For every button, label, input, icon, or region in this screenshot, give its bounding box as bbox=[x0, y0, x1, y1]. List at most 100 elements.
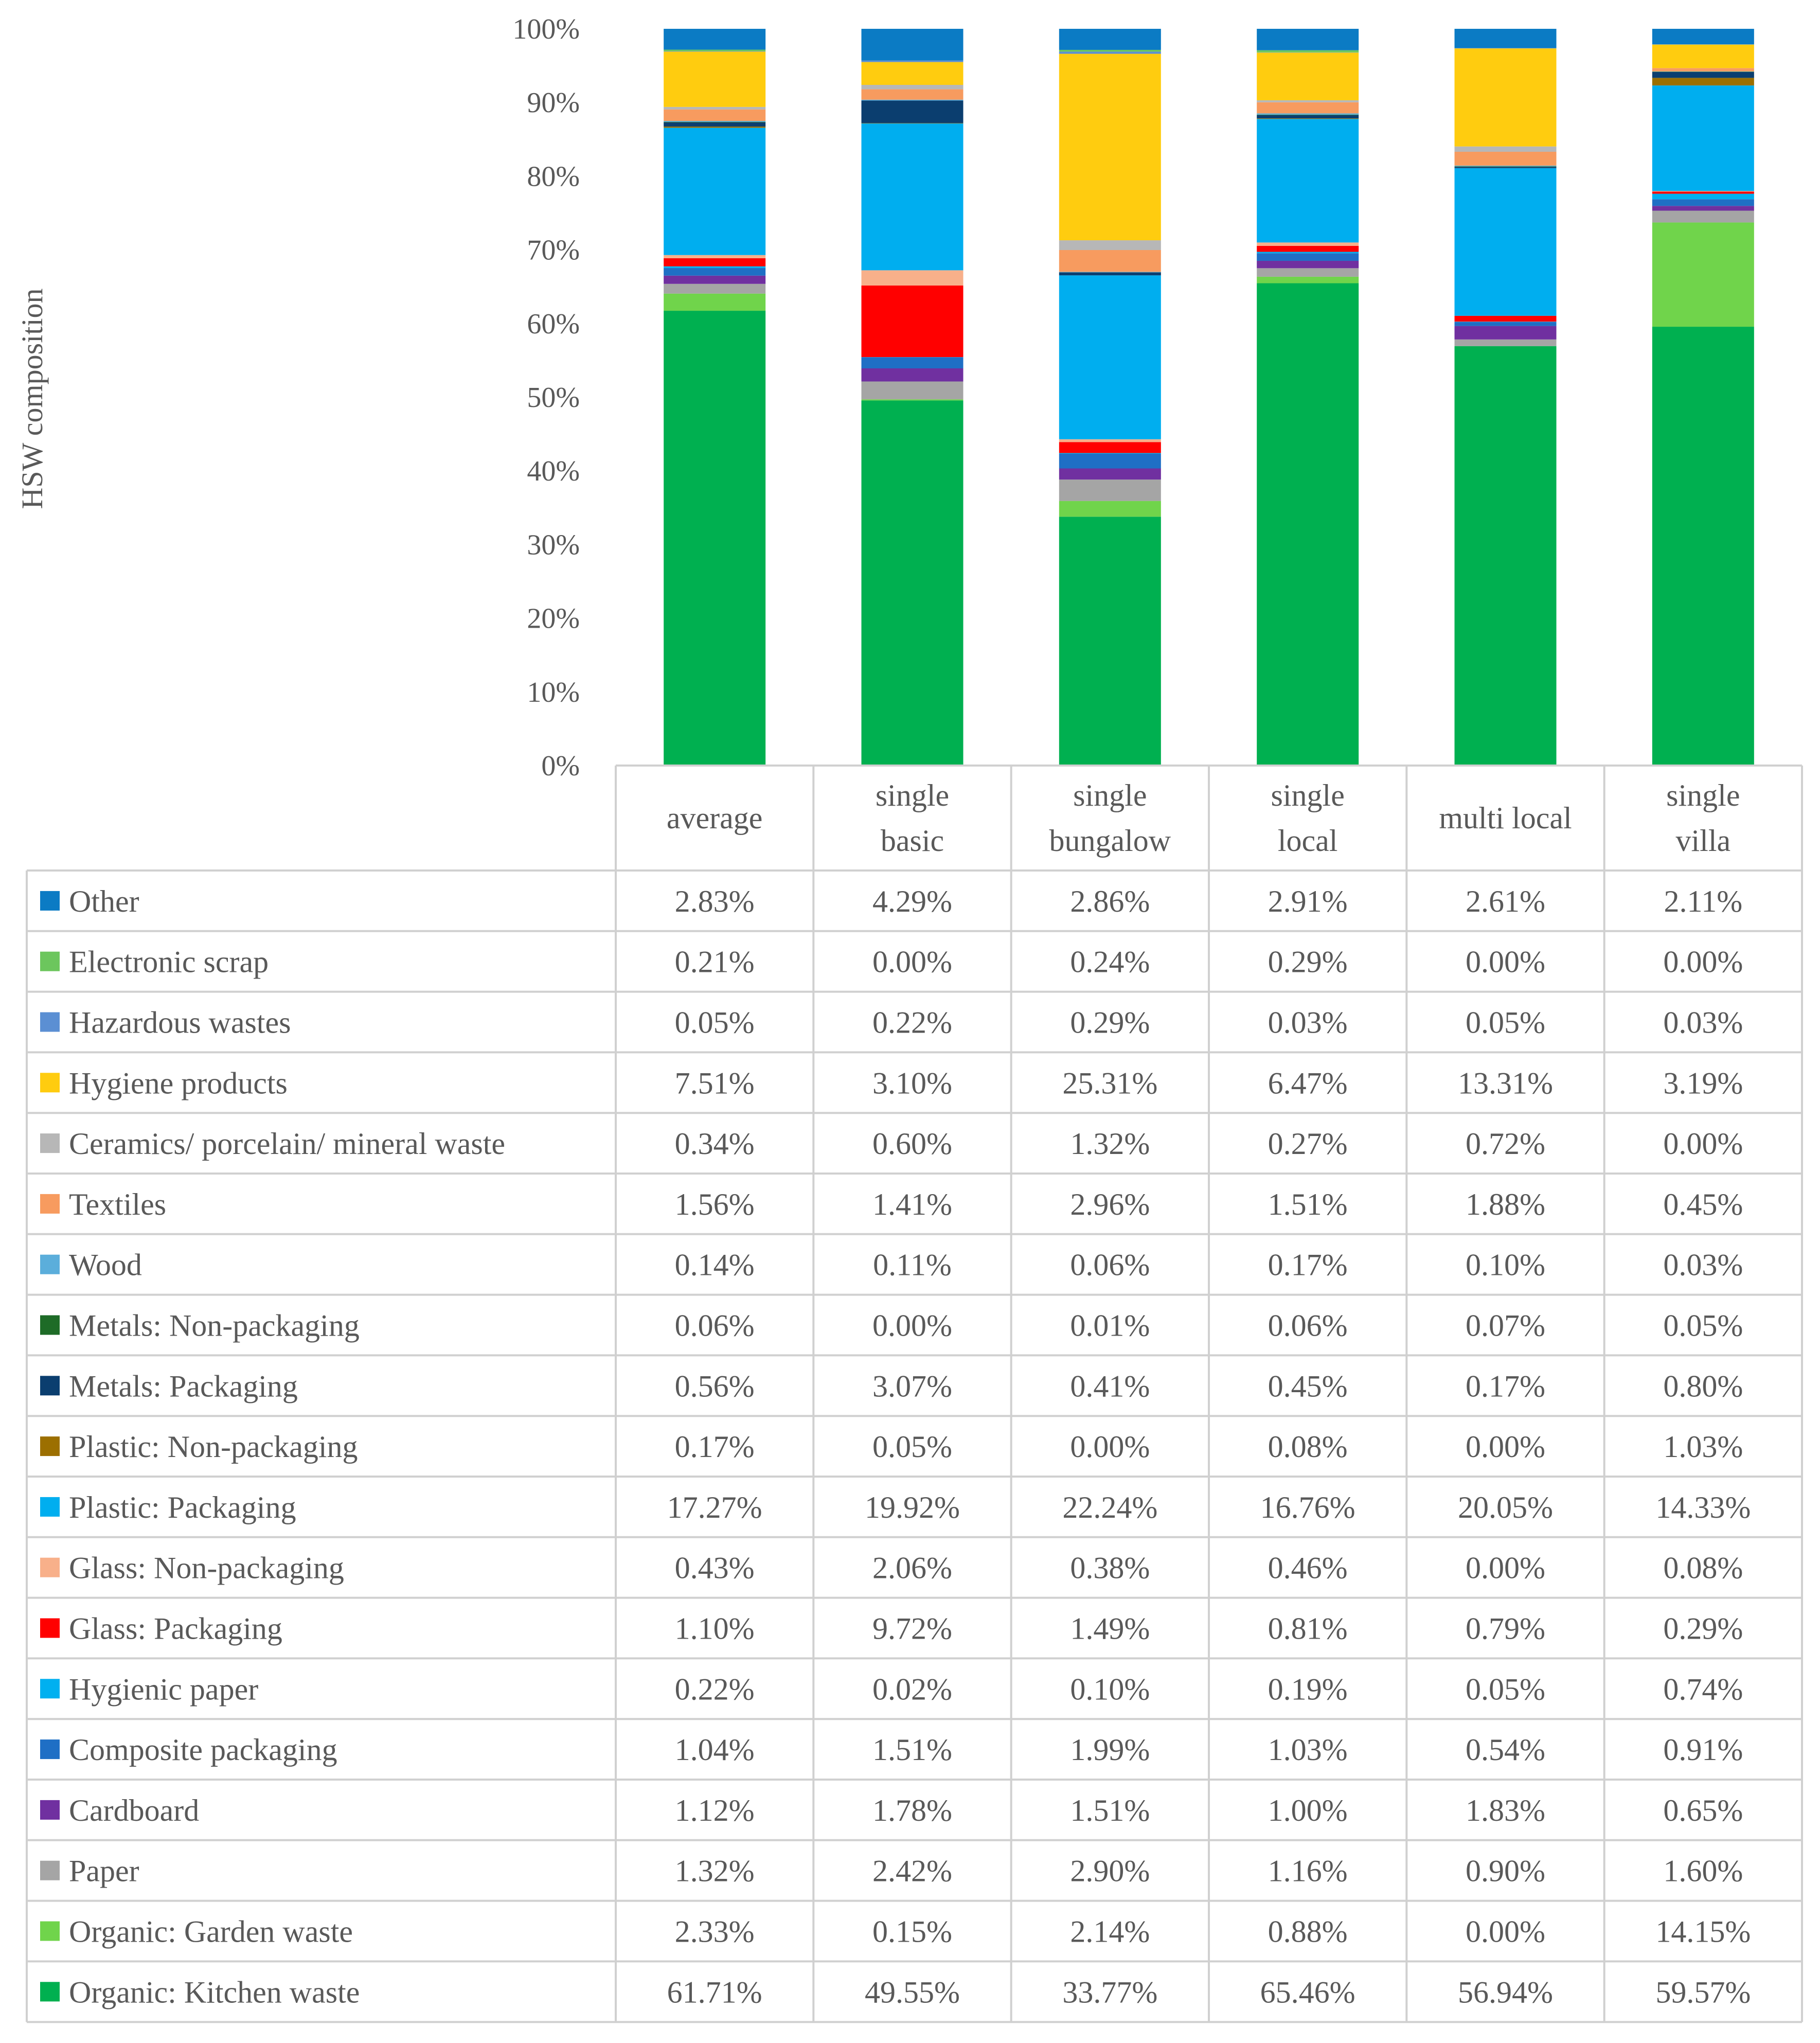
data-label: 0.22% bbox=[872, 1006, 952, 1040]
bar-segment-organic-kitchen-waste-single-basic bbox=[861, 400, 963, 766]
data-label: 1.88% bbox=[1466, 1187, 1545, 1221]
row-label: Metals: Packaging bbox=[69, 1369, 298, 1403]
legend-swatch-hazardous-wastes bbox=[40, 1012, 60, 1032]
data-label: 0.22% bbox=[675, 1672, 755, 1706]
data-label: 1.41% bbox=[872, 1187, 952, 1221]
bar-segment-other-multi-local bbox=[1454, 29, 1557, 48]
bar-segment-hygiene-products-average bbox=[664, 51, 766, 107]
column-header-single-bungalow: single bbox=[1073, 778, 1147, 812]
bar-segment-wood-single-basic bbox=[861, 99, 963, 101]
bar-segment-textiles-single-bungalow bbox=[1059, 250, 1161, 272]
data-label: 17.27% bbox=[667, 1490, 762, 1524]
y-tick-label: 10% bbox=[527, 677, 580, 708]
data-label: 0.00% bbox=[872, 1309, 952, 1343]
bar-segment-textiles-single-basic bbox=[861, 89, 963, 100]
data-label: 0.01% bbox=[1070, 1309, 1150, 1343]
bar-segment-other-single-local bbox=[1257, 29, 1359, 50]
data-label: 14.15% bbox=[1655, 1915, 1751, 1949]
row-label: Textiles bbox=[69, 1187, 166, 1221]
bar-segment-metals-packaging-single-local bbox=[1257, 115, 1359, 119]
data-label: 0.72% bbox=[1466, 1127, 1545, 1161]
bar-segment-hygienic-paper-average bbox=[664, 266, 766, 268]
data-table-rows: Other 2.83% 4.29% 2.86% 2.91% 2.61% 2.11% Elect… bbox=[40, 884, 1751, 2009]
legend-swatch-metals-non-packaging bbox=[40, 1315, 60, 1335]
data-label: 0.06% bbox=[675, 1309, 755, 1343]
bar-segment-hygienic-paper-single-local bbox=[1257, 252, 1359, 254]
column-header-single-local: single bbox=[1271, 778, 1345, 812]
bar-segment-composite-packaging-single-villa bbox=[1652, 199, 1754, 206]
data-label: 1.04% bbox=[675, 1733, 755, 1767]
data-label: 0.15% bbox=[872, 1915, 952, 1949]
y-tick-label: 90% bbox=[527, 87, 580, 119]
data-label: 0.10% bbox=[1466, 1248, 1545, 1282]
data-label: 2.90% bbox=[1070, 1854, 1150, 1888]
bar-segment-plastic-packaging-single-villa bbox=[1652, 85, 1754, 191]
bar-segment-ceramics-porcelain-mineral-waste-multi-local bbox=[1454, 146, 1557, 152]
bar-segment-paper-single-bungalow bbox=[1059, 479, 1161, 501]
legend-swatch-textiles bbox=[40, 1194, 60, 1214]
y-tick-label: 80% bbox=[527, 161, 580, 192]
data-label: 0.79% bbox=[1466, 1612, 1545, 1646]
y-tick-label: 60% bbox=[527, 308, 580, 340]
data-label: 0.00% bbox=[1466, 1430, 1545, 1464]
bar-segment-composite-packaging-single-bungalow bbox=[1059, 453, 1161, 469]
row-label: Cardboard bbox=[69, 1793, 199, 1827]
bar-segment-organic-kitchen-waste-multi-local bbox=[1454, 346, 1557, 766]
bar-segment-composite-packaging-single-basic bbox=[861, 357, 963, 368]
data-label: 1.03% bbox=[1663, 1430, 1743, 1464]
data-label: 0.03% bbox=[1663, 1248, 1743, 1282]
bar-segment-organic-garden-waste-single-villa bbox=[1652, 222, 1754, 327]
data-label: 0.21% bbox=[675, 945, 755, 979]
bar-segment-ceramics-porcelain-mineral-waste-average bbox=[664, 106, 766, 110]
legend-swatch-wood bbox=[40, 1254, 60, 1274]
bar-segment-organic-kitchen-waste-single-bungalow bbox=[1059, 517, 1161, 766]
data-label: 1.32% bbox=[675, 1854, 755, 1888]
data-label: 0.60% bbox=[872, 1127, 952, 1161]
data-label: 1.83% bbox=[1466, 1793, 1545, 1827]
data-label: 0.05% bbox=[1663, 1309, 1743, 1343]
legend-swatch-hygienic-paper bbox=[40, 1679, 60, 1699]
legend-swatch-glass-non-packaging bbox=[40, 1557, 60, 1577]
row-label: Electronic scrap bbox=[69, 945, 269, 979]
bar-segment-metals-packaging-single-villa bbox=[1652, 72, 1754, 78]
bar-segment-paper-single-local bbox=[1257, 268, 1359, 277]
bar-segment-organic-kitchen-waste-average bbox=[664, 311, 766, 766]
bar-segment-other-single-basic bbox=[861, 29, 963, 61]
row-label: Plastic: Packaging bbox=[69, 1490, 296, 1524]
column-header-multi-local: multi local bbox=[1439, 801, 1572, 835]
row-label: Plastic: Non-packaging bbox=[69, 1430, 358, 1464]
data-label: 7.51% bbox=[675, 1066, 755, 1100]
data-label: 1.49% bbox=[1070, 1612, 1150, 1646]
data-label: 9.72% bbox=[872, 1612, 952, 1646]
data-label: 2.91% bbox=[1268, 884, 1348, 918]
bar-segment-plastic-packaging-single-local bbox=[1257, 119, 1359, 243]
bar-segment-ceramics-porcelain-mineral-waste-single-basic bbox=[861, 84, 963, 90]
bar-segment-plastic-packaging-single-basic bbox=[861, 123, 963, 271]
legend-swatch-paper bbox=[40, 1860, 60, 1880]
data-label: 16.76% bbox=[1260, 1490, 1355, 1524]
data-label: 0.06% bbox=[1070, 1248, 1150, 1282]
data-label: 0.29% bbox=[1663, 1612, 1743, 1646]
data-label: 0.08% bbox=[1663, 1551, 1743, 1585]
data-label: 0.00% bbox=[1663, 1127, 1743, 1161]
bar-segment-paper-average bbox=[664, 283, 766, 294]
data-label: 56.94% bbox=[1458, 1975, 1553, 2009]
data-label: 0.46% bbox=[1268, 1551, 1348, 1585]
bar-segment-plastic-packaging-multi-local bbox=[1454, 168, 1557, 316]
bar-segment-glass-packaging-average bbox=[664, 258, 766, 267]
bar-segment-hygiene-products-single-local bbox=[1257, 52, 1359, 100]
bar-segment-composite-packaging-average bbox=[664, 268, 766, 276]
data-label: 6.47% bbox=[1268, 1066, 1348, 1100]
bar-segment-cardboard-multi-local bbox=[1454, 326, 1557, 340]
data-label: 25.31% bbox=[1062, 1066, 1157, 1100]
bar-segment-metals-packaging-single-bungalow bbox=[1059, 272, 1161, 276]
data-label: 0.24% bbox=[1070, 945, 1150, 979]
bar-segment-metals-packaging-multi-local bbox=[1454, 167, 1557, 168]
y-axis-title-group: HSW composition bbox=[15, 288, 49, 509]
row-label: Glass: Packaging bbox=[69, 1612, 282, 1646]
data-label: 4.29% bbox=[872, 884, 952, 918]
bar-segment-glass-packaging-single-villa bbox=[1652, 191, 1754, 194]
data-label: 13.31% bbox=[1458, 1066, 1553, 1100]
data-label: 0.65% bbox=[1663, 1793, 1743, 1827]
data-label: 3.10% bbox=[872, 1066, 952, 1100]
